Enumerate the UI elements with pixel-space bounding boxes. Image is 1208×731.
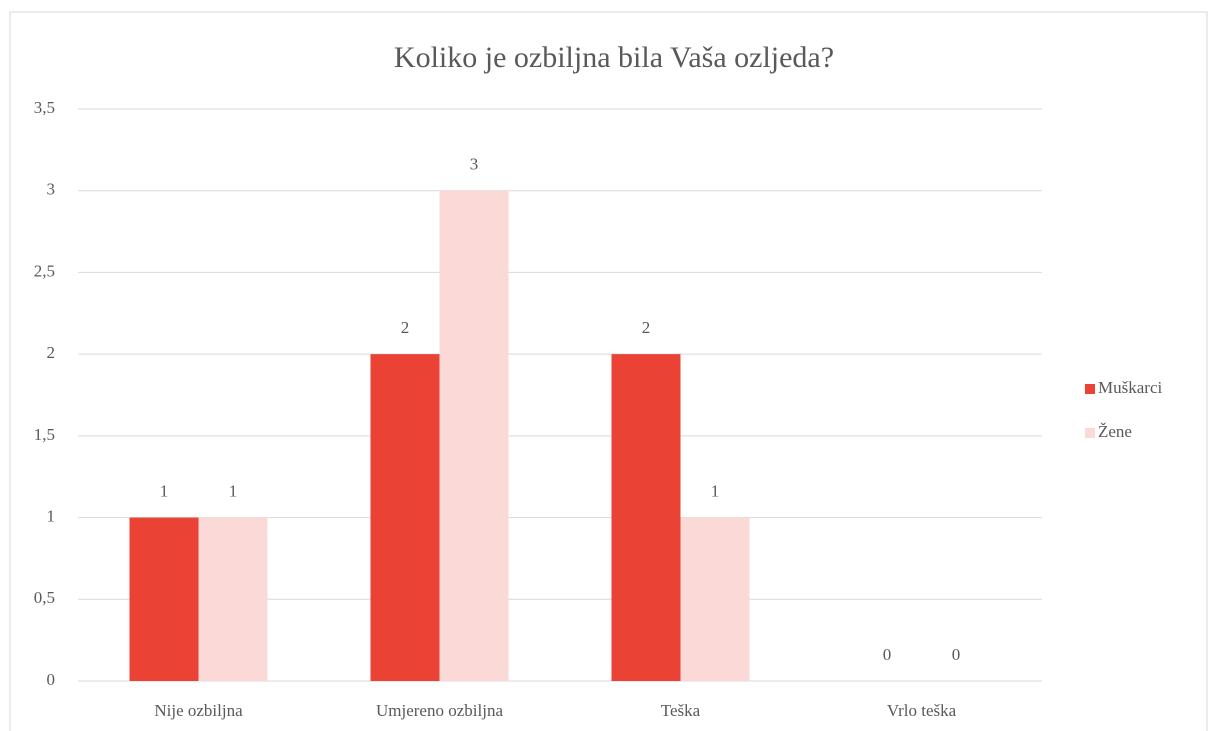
bar (680, 517, 750, 681)
x-tick-label: Vrlo teška (887, 701, 957, 720)
data-label: 1 (229, 481, 238, 500)
data-label: 3 (470, 155, 479, 174)
legend-swatch (1085, 428, 1095, 438)
data-label: 0 (883, 645, 892, 664)
y-tick-label: 2 (47, 343, 56, 362)
bar (439, 190, 509, 681)
bar (611, 354, 681, 681)
x-tick-label: Teška (661, 701, 701, 720)
legend-label: Žene (1098, 422, 1132, 441)
data-label: 2 (642, 318, 651, 337)
chart-title: Koliko je ozbiljna bila Vaša ozljeda? (394, 41, 834, 74)
y-tick-label: 0,5 (34, 588, 55, 607)
x-tick-label: Umjereno ozbiljna (376, 701, 503, 720)
y-tick-label: 3,5 (34, 98, 55, 117)
legend-swatch (1085, 384, 1095, 394)
y-tick-label: 3 (47, 180, 56, 199)
data-label: 1 (711, 481, 720, 500)
bar (370, 354, 440, 681)
y-tick-label: 1,5 (34, 425, 55, 444)
bar (198, 517, 268, 681)
data-label: 2 (401, 318, 410, 337)
x-tick-label: Nije ozbiljna (154, 701, 243, 720)
y-tick-label: 0 (47, 670, 56, 689)
legend-label: Muškarci (1098, 378, 1162, 397)
y-tick-label: 1 (47, 506, 56, 525)
data-label: 1 (160, 481, 169, 500)
data-label: 0 (952, 645, 961, 664)
bar (129, 517, 199, 681)
y-tick-label: 2,5 (34, 261, 55, 280)
